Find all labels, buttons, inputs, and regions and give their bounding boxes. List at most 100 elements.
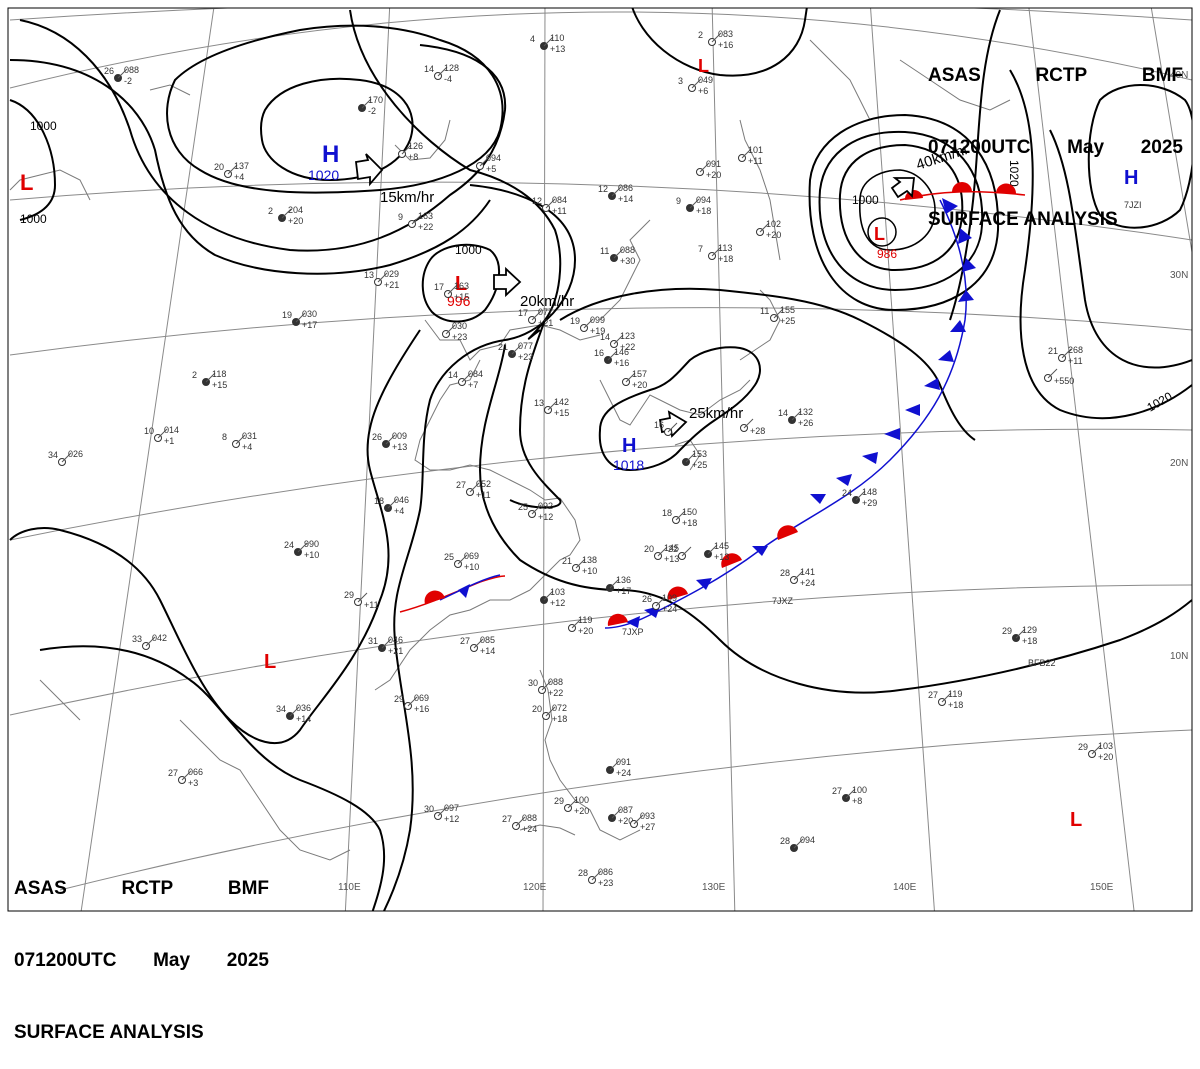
wind-barb-icon: [613, 248, 624, 259]
station-temperature: 2: [268, 206, 273, 216]
wind-barb-icon: [575, 558, 586, 569]
station-pressure: 119: [578, 615, 592, 625]
station-plot: 2 204+20: [268, 205, 303, 226]
station-tendency: +10: [582, 566, 597, 576]
surface-analysis-map: 1000 1000 1000 1000 1020 1020: [7, 7, 1193, 912]
station-tendency: +18: [682, 518, 697, 528]
station-plot: 26 088-2: [104, 65, 139, 86]
station-temperature: 26: [642, 594, 652, 604]
wind-barb-icon: [235, 434, 246, 445]
station-pressure: 138: [582, 555, 597, 565]
wind-barb-icon: [461, 372, 472, 383]
header-station: RCTP: [1035, 65, 1088, 86]
station-tendency: +25: [692, 460, 707, 470]
station-plot: 094+5: [476, 153, 501, 174]
station-plot: 14 123+22: [600, 331, 635, 352]
station-plot: 157+20: [622, 369, 647, 390]
wind-barb-icon: [361, 98, 372, 109]
wind-barb-icon: [385, 434, 396, 445]
wind-barb-icon: [515, 816, 526, 827]
station-tendency: +8: [408, 152, 418, 162]
wind-barb-icon: [357, 592, 368, 603]
station-pressure: 046: [388, 635, 403, 645]
station-temperature: 20: [214, 162, 224, 172]
station-pressure: 092: [538, 501, 553, 511]
station-pressure: 109: [662, 593, 677, 603]
station-tendency: +14: [618, 194, 633, 204]
station-pressure: 128: [444, 63, 459, 73]
station-plot: 27 066+3: [168, 767, 203, 788]
wind-barb-icon: [1061, 348, 1072, 359]
station-temperature: 24: [284, 540, 294, 550]
header-line1: ASAS RCTP BMF: [14, 877, 269, 901]
cold-front-warm-scallops: [607, 525, 798, 626]
station-pressure: 102: [766, 219, 781, 229]
station-plot: 28 086+23: [578, 867, 613, 888]
station-pressure: 103: [550, 587, 565, 597]
station-temperature: 34: [276, 704, 286, 714]
station-plot: 33 042: [132, 633, 167, 650]
station-plot: 11 155+25: [760, 305, 795, 326]
station-plot: 28 094: [780, 835, 815, 852]
wind-barb-icon: [793, 570, 804, 581]
station-tendency: +21: [384, 280, 399, 290]
station-pressure: 072: [552, 703, 567, 713]
station-pressure: 052: [476, 479, 491, 489]
wind-barb-icon: [543, 590, 554, 601]
wind-barb-icon: [611, 186, 622, 197]
station-pressure: 145: [664, 543, 679, 553]
header-year: 2025: [1140, 137, 1183, 158]
high-pressure-symbol: H: [622, 435, 636, 457]
station-temperature: 29: [554, 796, 564, 806]
station-pressure: 088: [548, 677, 563, 687]
station-temperature: 25: [518, 502, 528, 512]
station-plot: 091+20: [696, 159, 721, 180]
station-plot: 136+17: [606, 575, 631, 596]
station-pressure: 103: [1098, 741, 1113, 751]
station-pressure: 069: [414, 693, 429, 703]
station-pressure: 046: [394, 495, 409, 505]
movement-label: 25km/hr: [689, 405, 743, 422]
ship-id: 7JXZ: [772, 596, 794, 606]
station-temperature: 30: [528, 678, 538, 688]
wind-barb-icon: [547, 400, 558, 411]
station-plot: +28: [740, 418, 765, 436]
station-tendency: +13: [550, 44, 565, 54]
station-tendency: +12: [444, 814, 459, 824]
wind-barb-icon: [1091, 744, 1102, 755]
station-pressure: 086: [618, 183, 633, 193]
wind-barb-icon: [377, 272, 388, 283]
station-pressure: 170: [368, 95, 383, 105]
station-plot: 12 084+11: [532, 195, 567, 216]
station-tendency: +20: [574, 806, 589, 816]
header-line2: 071200UTC May 2025: [928, 136, 1183, 160]
wind-barb-icon: [511, 344, 522, 355]
station-temperature: 16: [594, 348, 604, 358]
station-pressure: 126: [408, 141, 423, 151]
wind-barb-icon: [685, 452, 696, 463]
station-temperature: 26: [372, 432, 382, 442]
station-plot: 10 014+1: [144, 425, 179, 446]
station-tendency: +13: [392, 442, 407, 452]
wind-barb-icon: [609, 760, 620, 771]
pressure-systems: H 1020 L 996 H 1018 L 986 L H L L L: [20, 56, 1138, 831]
movement-arrow-icon: [493, 266, 522, 298]
station-temperature: 27: [456, 480, 466, 490]
lon-label: 150E: [1090, 882, 1114, 893]
station-plot: 26 109+24: [642, 593, 677, 614]
station-plot: 13 142+15: [534, 397, 569, 418]
wind-barb-icon: [387, 498, 398, 509]
wind-barb-icon: [611, 808, 622, 819]
station-plot: 18 150+18: [662, 507, 697, 528]
station-temperature: 27: [928, 690, 938, 700]
station-plot: 29 129+18: [1002, 625, 1037, 646]
station-plot: 9 163+22: [398, 211, 433, 232]
station-plot: 7 113+18: [698, 243, 733, 264]
station-tendency: +20: [578, 626, 593, 636]
wind-barb-icon: [61, 452, 72, 463]
fronts: [399, 182, 1026, 629]
station-temperature: 10: [144, 426, 154, 436]
station-pressure: 097: [444, 803, 459, 813]
station-plot: 24 148+29: [842, 487, 877, 508]
station-pressure: 136: [616, 575, 631, 585]
